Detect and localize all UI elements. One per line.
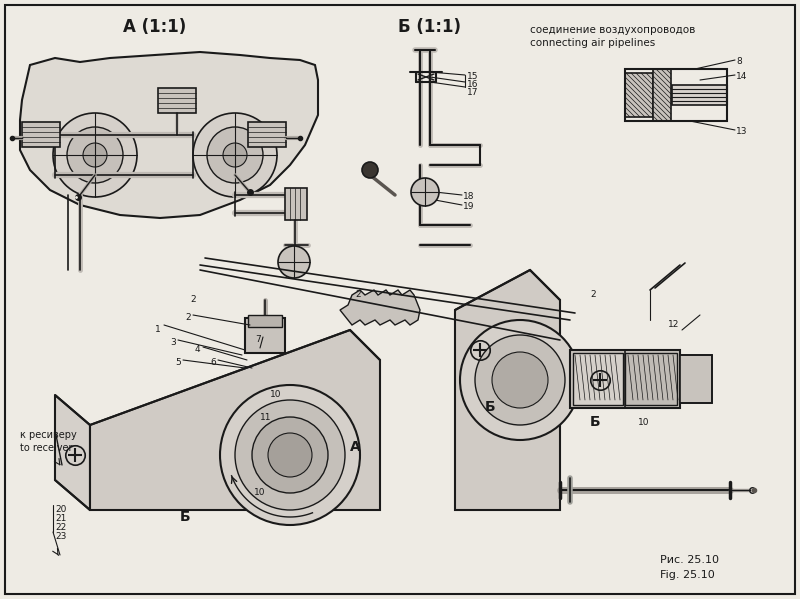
Text: 5: 5 (175, 358, 181, 367)
Text: to receiver: to receiver (20, 443, 73, 453)
Circle shape (475, 335, 565, 425)
Text: соединение воздухопроводов: соединение воздухопроводов (530, 25, 695, 35)
Bar (22, 122, 60, 147)
Text: 1: 1 (155, 325, 161, 334)
Text: 12: 12 (668, 320, 679, 329)
Text: 7: 7 (255, 335, 261, 344)
Text: 4: 4 (195, 345, 201, 354)
Text: connecting air pipelines: connecting air pipelines (530, 38, 655, 48)
Bar (680, 355, 712, 403)
Polygon shape (90, 330, 380, 510)
Text: 11: 11 (260, 413, 271, 422)
Text: 2: 2 (590, 290, 596, 299)
Circle shape (193, 113, 277, 197)
Text: Б (1:1): Б (1:1) (398, 18, 462, 36)
Text: Б: Б (485, 400, 495, 414)
Bar (653, 69, 671, 121)
Text: 20: 20 (55, 505, 66, 514)
Text: 10: 10 (638, 418, 650, 427)
Circle shape (411, 178, 439, 206)
Bar (248, 122, 286, 147)
Bar (625, 69, 727, 121)
Circle shape (220, 385, 360, 525)
Text: 8: 8 (736, 57, 742, 66)
Bar (158, 88, 196, 113)
Text: Б: Б (590, 415, 600, 429)
Text: 2: 2 (185, 313, 190, 322)
Circle shape (278, 246, 310, 278)
Text: Рис. 25.10: Рис. 25.10 (660, 555, 719, 565)
Text: 14: 14 (736, 72, 747, 81)
Circle shape (460, 320, 580, 440)
Circle shape (235, 400, 345, 510)
Text: 2: 2 (355, 290, 361, 299)
Polygon shape (340, 290, 420, 325)
Text: А (1:1): А (1:1) (123, 18, 186, 36)
Circle shape (83, 143, 107, 167)
Circle shape (67, 127, 123, 183)
Text: 13: 13 (736, 127, 747, 136)
Bar (625, 353, 677, 405)
Bar (573, 353, 623, 405)
Bar (570, 350, 680, 408)
Text: 15: 15 (467, 72, 478, 81)
Text: 22: 22 (55, 523, 66, 532)
Circle shape (268, 433, 312, 477)
Text: к ресиверу: к ресиверу (20, 430, 77, 440)
Text: 16: 16 (467, 80, 478, 89)
Bar (285, 188, 307, 220)
Text: 2: 2 (190, 295, 196, 304)
Circle shape (223, 143, 247, 167)
Bar (672, 85, 727, 105)
Circle shape (362, 162, 378, 178)
Circle shape (53, 113, 137, 197)
Polygon shape (55, 395, 90, 510)
Bar (625, 73, 653, 117)
Text: Fig. 25.10: Fig. 25.10 (660, 570, 714, 580)
Text: 21: 21 (55, 514, 66, 523)
Text: 23: 23 (55, 532, 66, 541)
Text: 18: 18 (463, 192, 474, 201)
Circle shape (492, 352, 548, 408)
Polygon shape (20, 52, 318, 218)
Text: 19: 19 (463, 202, 474, 211)
Circle shape (207, 127, 263, 183)
Text: A: A (350, 440, 360, 454)
Text: 17: 17 (467, 88, 478, 97)
Text: 10: 10 (270, 390, 282, 399)
Text: 10: 10 (254, 488, 266, 497)
Text: Б: Б (180, 510, 190, 524)
Text: 6: 6 (210, 358, 216, 367)
Bar (245, 318, 285, 353)
Circle shape (252, 417, 328, 493)
Bar (248, 315, 282, 327)
Polygon shape (455, 270, 560, 510)
Text: 3: 3 (170, 338, 176, 347)
